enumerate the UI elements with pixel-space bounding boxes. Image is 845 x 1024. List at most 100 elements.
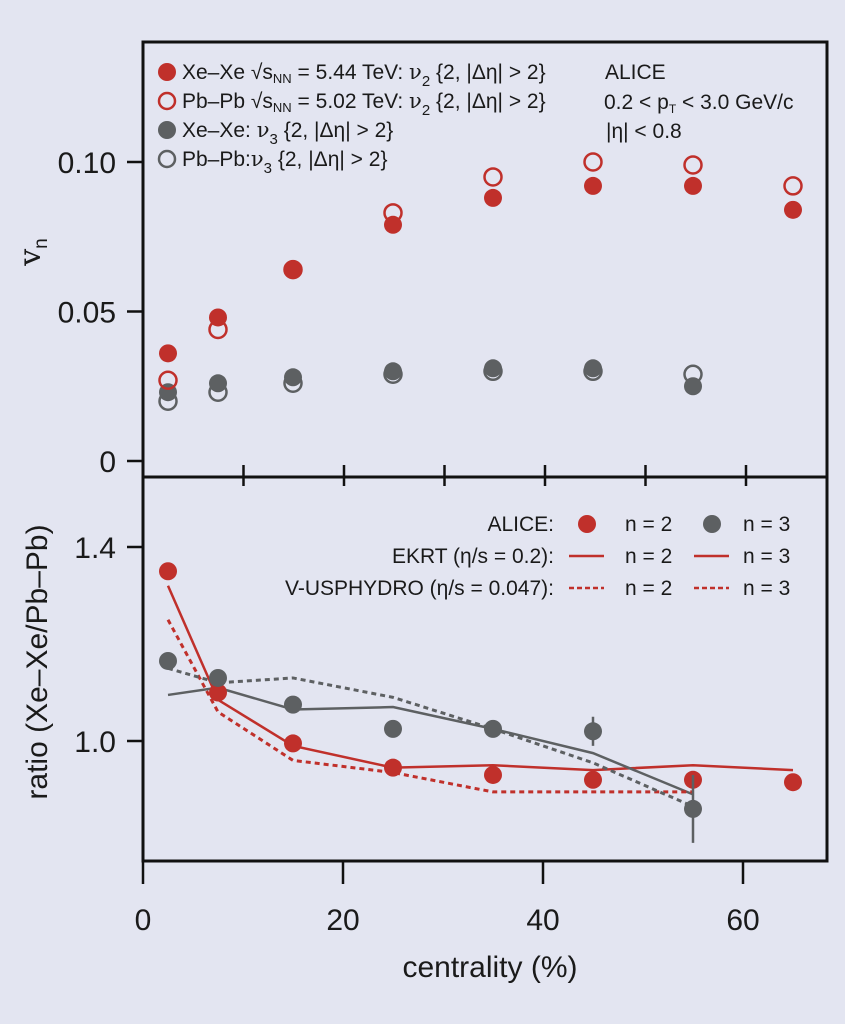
point-xexe_v2 (484, 188, 502, 207)
point-xexe_v3 (209, 374, 227, 393)
point-alice_n2 (284, 734, 302, 753)
point-xexe_v2 (584, 176, 602, 195)
legend-label-pbpb_v3: Pb–Pb:ν3 {2, |Δη| > 2} (182, 147, 387, 177)
bottom-legend-row-label: ALICE: (487, 513, 554, 536)
legend-harmonic-sub: 2 (422, 73, 430, 90)
legend-marker-pbpb_v2 (157, 91, 177, 111)
bottom-x-tick-label: 60 (726, 904, 759, 937)
legend-nu: ν (257, 118, 270, 142)
point-pbpb_v2 (583, 152, 603, 172)
legend-marker-xexe_v3 (158, 121, 176, 139)
legend-system: Xe–Xe (182, 61, 251, 84)
bottom-legend-n2-label: n = 2 (625, 513, 672, 536)
top-y-axis-title-sub: n (31, 238, 52, 249)
bottom-y-axis: 1.0 1.4 (74, 532, 143, 759)
top-y-tick-label: 0 (99, 446, 116, 479)
bottom-x-tick-label: 20 (326, 904, 359, 937)
bottom-legend-marker-n3 (703, 515, 721, 533)
point-xexe_v2 (284, 260, 302, 279)
bottom-legend-n2-label: n = 2 (625, 577, 672, 600)
legend-nn-sub: NN (273, 71, 292, 86)
bottom-data-marks (159, 562, 802, 843)
point-alice_n3 (684, 799, 702, 818)
legend-nu: ν (251, 147, 264, 171)
top-data-marks (158, 152, 803, 411)
curve-vusp_n2 (166, 619, 693, 794)
point-xexe_v3 (384, 362, 402, 381)
point-alice_n2 (159, 562, 177, 581)
legend-harmonic-sub: 3 (270, 131, 278, 148)
top-y-axis-title-main: v (13, 249, 48, 267)
top-y-tick-label: 0.10 (58, 147, 116, 180)
legend-method: {2, |Δη| > 2} (430, 90, 545, 113)
legend-label-pbpb_v2: Pb–Pb √sNN = 5.02 TeV: ν2 {2, |Δη| > 2} (182, 89, 546, 119)
legend-sqrt-s: √s (251, 61, 273, 84)
point-pbpb_v2 (783, 176, 803, 196)
bottom-panel: 1.0 1.4 0 20 40 60 ratio (Xe–Xe/Pb–Pb) centr… (21, 475, 829, 984)
bottom-legend: ALICE: n = 2 n = 3 EKRT (η/s = 0.2): n = 2 n … (285, 513, 790, 600)
legend-system: Pb–Pb (182, 90, 251, 113)
legend-energy: = 5.44 TeV: (292, 61, 409, 84)
legend-sqrt-s: √s (251, 90, 273, 113)
bottom-legend-n3-label: n = 3 (743, 577, 790, 600)
point-alice_n3 (209, 668, 227, 687)
experiment-label: ALICE (605, 61, 666, 84)
point-pbpb_v2 (683, 155, 703, 175)
bottom-legend-n3-label: n = 3 (743, 513, 790, 536)
legend-nn-sub: NN (273, 100, 292, 115)
point-alice_n3 (584, 722, 602, 741)
bottom-panel-frame (141, 475, 829, 863)
point-xexe_v2 (684, 176, 702, 195)
legend-method: {2, |Δη| > 2} (272, 148, 387, 171)
bottom-legend-n3-label: n = 3 (743, 545, 790, 568)
point-alice_n3 (159, 651, 177, 670)
point-alice_n3 (484, 719, 502, 738)
bottom-y-tick-label: 1.0 (74, 726, 116, 759)
point-xexe_v3 (284, 368, 302, 387)
bottom-x-tick-label: 40 (526, 904, 559, 937)
legend-harmonic-sub: 2 (422, 102, 430, 119)
pt-range-label: 0.2 < pT < 3.0 GeV/c (604, 91, 793, 116)
legend-label-xexe_v3: Xe–Xe: ν3 {2, |Δη| > 2} (182, 118, 393, 148)
bottom-y-tick-label: 1.4 (74, 532, 116, 565)
top-y-tick-label: 0.05 (58, 297, 116, 330)
point-xexe_v2 (159, 344, 177, 363)
bottom-x-axis: 0 20 40 60 (135, 861, 760, 937)
curve-vusp_n3 (167, 666, 694, 808)
pt-range-pre: 0.2 < p (604, 91, 669, 114)
legend-nu: ν (409, 89, 422, 113)
top-legend: Xe–Xe √sNN = 5.44 TeV: ν2 {2, |Δη| > 2}P… (157, 60, 546, 177)
point-xexe_v3 (684, 377, 702, 396)
point-xexe_v3 (484, 359, 502, 378)
bottom-legend-n2-label: n = 2 (625, 545, 672, 568)
point-alice_n3 (384, 719, 402, 738)
legend-system: Pb–Pb: (182, 148, 251, 171)
bottom-y-axis-title: ratio (Xe–Xe/Pb–Pb) (21, 524, 54, 799)
legend-method: {2, |Δη| > 2} (278, 119, 393, 142)
legend-method: {2, |Δη| > 2} (430, 61, 545, 84)
top-annotations: ALICE 0.2 < pT < 3.0 GeV/c |η| < 0.8 (604, 61, 793, 143)
legend-marker-xexe_v2 (158, 63, 176, 81)
point-xexe_v3 (584, 359, 602, 378)
point-alice_n2 (584, 770, 602, 789)
bottom-legend-marker-n2 (578, 515, 596, 533)
point-xexe_v2 (209, 308, 227, 327)
point-xexe_v2 (384, 215, 402, 234)
top-panel: 00.050.10 vn Xe–Xe √sNN = 5.44 TeV: ν2 {… (13, 40, 829, 486)
legend-system: Xe–Xe: (182, 119, 257, 142)
point-alice_n2 (784, 773, 802, 792)
top-y-axis-title: vn (13, 238, 52, 267)
point-pbpb_v2 (483, 167, 503, 187)
eta-cut-label: |η| < 0.8 (606, 120, 682, 143)
point-xexe_v2 (784, 200, 802, 219)
bottom-x-tick-label: 0 (135, 904, 152, 937)
bottom-legend-row-label: V-USPHYDRO (η/s = 0.047): (285, 577, 554, 600)
point-alice_n3 (284, 695, 302, 714)
point-pbpb_v2 (158, 370, 178, 391)
pt-range-sub: T (669, 102, 677, 116)
legend-energy: = 5.02 TeV: (292, 90, 409, 113)
point-alice_n2 (384, 758, 402, 777)
bottom-legend-row-label: EKRT (η/s = 0.2): (392, 545, 554, 568)
